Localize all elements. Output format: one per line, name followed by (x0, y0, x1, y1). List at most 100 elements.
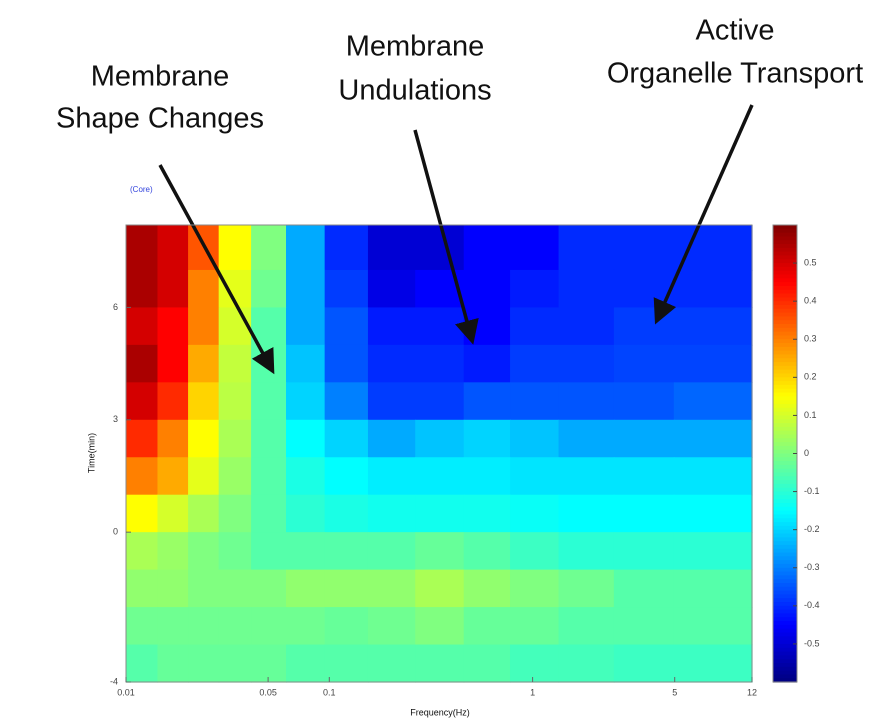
heatmap-cell (614, 382, 675, 420)
heatmap-cell (464, 345, 511, 383)
heatmap-cell (368, 457, 416, 495)
colorbar-segment (773, 644, 797, 648)
heatmap-cell (464, 270, 511, 308)
heatmap-cell (188, 307, 219, 345)
colorbar-segment (773, 393, 797, 397)
heatmap-cell (464, 457, 511, 495)
heatmap-cell (126, 570, 158, 608)
heatmap-cell (188, 420, 219, 458)
colorbar-segment (773, 419, 797, 423)
heatmap-cell (559, 570, 615, 608)
heatmap-cell (251, 270, 287, 308)
colorbar-segment (773, 240, 797, 244)
heatmap-cell (614, 570, 675, 608)
heatmap-cell (559, 345, 615, 383)
colorbar-segment (773, 278, 797, 282)
heatmap-cell (559, 645, 615, 683)
heatmap-cell (251, 570, 287, 608)
colorbar-segment (773, 343, 797, 347)
colorbar-segment (773, 339, 797, 343)
heatmap-cell (325, 645, 369, 683)
heatmap-cell (188, 607, 219, 645)
colorbar-segment (773, 263, 797, 267)
colorbar-segment (773, 229, 797, 233)
colorbar-segment (773, 248, 797, 252)
colorbar-segment (773, 522, 797, 526)
heatmap-cell (157, 532, 188, 570)
colorbar-segment (773, 530, 797, 534)
colorbar-segment (773, 446, 797, 450)
heatmap-cell (219, 382, 252, 420)
colorbar-segment (773, 652, 797, 656)
colorbar-segment (773, 434, 797, 438)
colorbar-tick-label: -0.3 (804, 562, 820, 572)
heatmap-cell (559, 495, 615, 533)
heatmap-cell (415, 570, 464, 608)
heatmap-cell (286, 495, 325, 533)
heatmap-cell (674, 570, 753, 608)
heatmap-cell (415, 307, 464, 345)
heatmap-cell (219, 607, 252, 645)
colorbar-segment (773, 389, 797, 393)
heatmap-cell (219, 457, 252, 495)
colorbar-tick-label: -0.1 (804, 486, 820, 496)
heatmap-cell (614, 225, 675, 271)
colorbar-segment (773, 370, 797, 374)
heatmap-cell (126, 270, 158, 308)
heatmap-cell (219, 225, 252, 271)
heatmap-cell (464, 607, 511, 645)
colorbar-segment (773, 594, 797, 598)
colorbar-segment (773, 457, 797, 461)
heatmap-cell (510, 645, 559, 683)
colorbar-segment (773, 282, 797, 286)
heatmap-cell (325, 307, 369, 345)
colorbar-segment (773, 324, 797, 328)
colorbar-segment (773, 431, 797, 435)
colorbar-segment (773, 518, 797, 522)
annotation: Membrane (346, 31, 485, 63)
heatmap-cell (251, 532, 287, 570)
colorbar-segment (773, 632, 797, 636)
colorbar-segment (773, 377, 797, 381)
colorbar-segment (773, 313, 797, 317)
heatmap-cell (559, 307, 615, 345)
heatmap-cell (286, 532, 325, 570)
heatmap-cell (325, 570, 369, 608)
colorbar-segment (773, 499, 797, 503)
heatmap-cell (126, 495, 158, 533)
heatmap-cell (325, 457, 369, 495)
heatmap-cell (157, 495, 188, 533)
y-tick-label: 0 (113, 527, 118, 537)
colorbar-segment (773, 473, 797, 477)
heatmap-cell (510, 307, 559, 345)
heatmap-cell (126, 307, 158, 345)
heatmap-cell (126, 645, 158, 683)
heatmap-cell (368, 382, 416, 420)
y-axis-label: Time(min) (86, 433, 96, 473)
colorbar-segment (773, 385, 797, 389)
heatmap-cell (368, 420, 416, 458)
heatmap-cell (286, 570, 325, 608)
heatmap-cell (286, 225, 325, 271)
heatmap-cell (674, 457, 753, 495)
colorbar-segment (773, 469, 797, 473)
heatmap-cell (614, 457, 675, 495)
heatmap-cell (510, 382, 559, 420)
heatmap-cell (415, 420, 464, 458)
heatmap-cell (674, 225, 753, 271)
heatmap-cell (188, 495, 219, 533)
colorbar-segment (773, 271, 797, 275)
colorbar-tick-label: -0.5 (804, 638, 820, 648)
heatmap-cell (415, 645, 464, 683)
heatmap-cell (286, 345, 325, 383)
heatmap-cell (325, 225, 369, 271)
colorbar-segment (773, 659, 797, 663)
x-tick-label: 0.01 (117, 687, 135, 697)
heatmap-cell (368, 495, 416, 533)
heatmap-cell (219, 495, 252, 533)
annotation: Active (696, 15, 775, 47)
x-axis-label: Frequency(Hz) (410, 707, 470, 717)
colorbar-segment (773, 663, 797, 667)
heatmap-cell (368, 270, 416, 308)
heatmap-cell (251, 382, 287, 420)
